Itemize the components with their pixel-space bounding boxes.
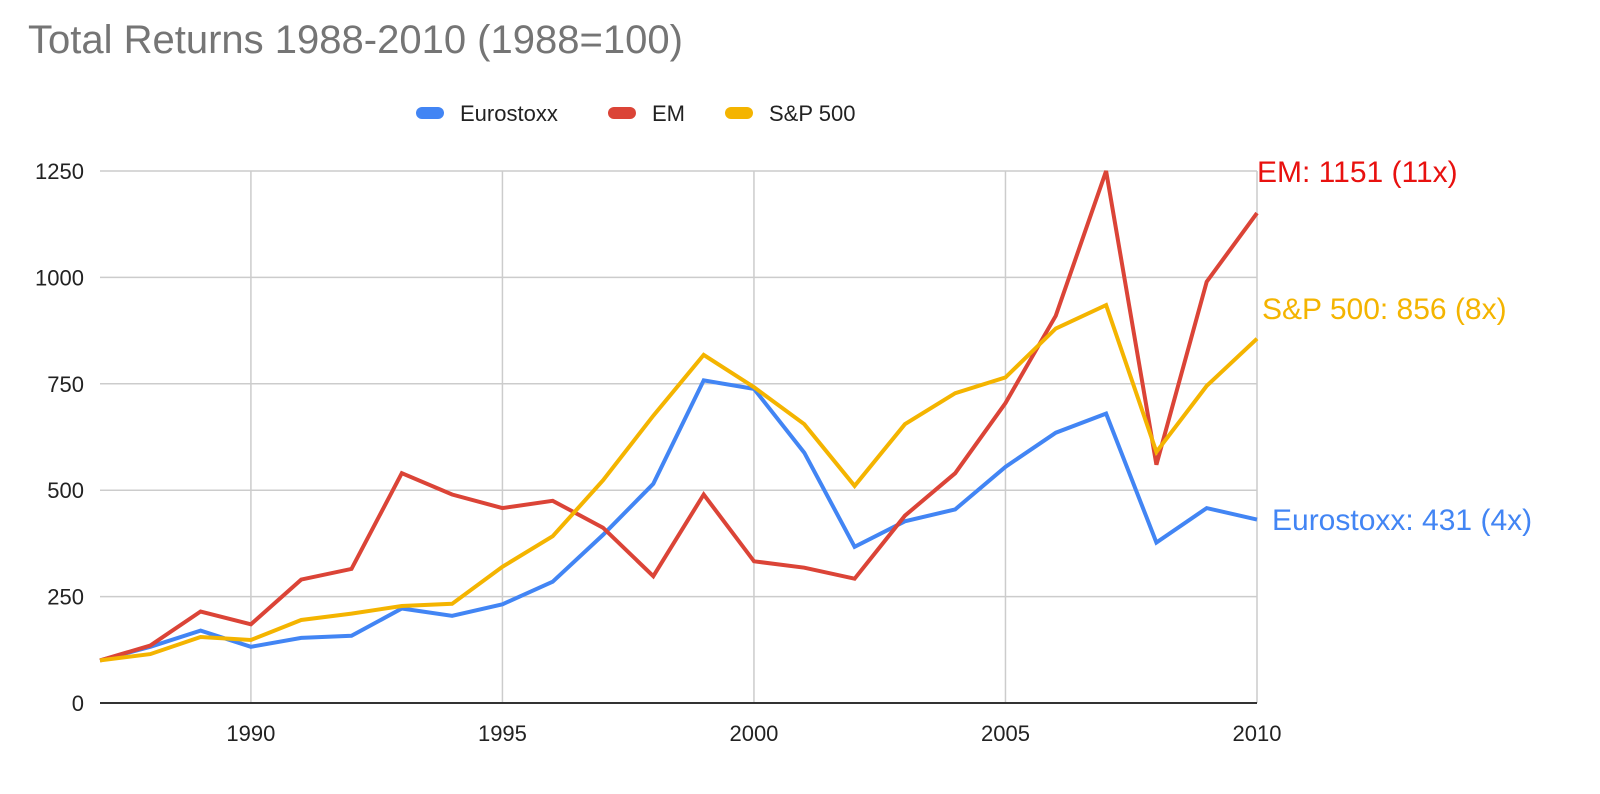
data-point-em bbox=[551, 499, 555, 503]
legend-swatch-em bbox=[608, 107, 636, 119]
end-label-eurostoxx: Eurostoxx: 431 (4x) bbox=[1272, 504, 1532, 537]
data-point-s-p-500 bbox=[299, 618, 303, 622]
legend-label-s-p-500: S&P 500 bbox=[769, 101, 855, 126]
data-point-eurostoxx bbox=[500, 602, 504, 606]
data-point-s-p-500 bbox=[450, 602, 454, 606]
data-point-s-p-500 bbox=[98, 658, 102, 662]
data-point-em bbox=[1054, 314, 1058, 318]
data-point-s-p-500 bbox=[551, 534, 555, 538]
data-point-eurostoxx bbox=[299, 636, 303, 640]
data-point-s-p-500 bbox=[1205, 384, 1209, 388]
x-tick-label: 1990 bbox=[226, 721, 275, 746]
data-point-eurostoxx bbox=[450, 614, 454, 618]
legend: Eurostoxx EM S&P 500 bbox=[416, 101, 855, 126]
data-point-s-p-500 bbox=[249, 638, 253, 642]
gridlines bbox=[100, 170, 1258, 703]
data-point-eurostoxx bbox=[1003, 465, 1007, 469]
data-point-em bbox=[601, 526, 605, 530]
data-point-eurostoxx bbox=[953, 507, 957, 511]
data-point-s-p-500 bbox=[1255, 337, 1259, 341]
data-point-eurostoxx bbox=[1154, 541, 1158, 545]
legend-swatch-eurostoxx bbox=[416, 107, 444, 119]
data-point-em bbox=[752, 559, 756, 563]
data-point-em bbox=[1205, 280, 1209, 284]
data-point-em bbox=[651, 574, 655, 578]
data-point-eurostoxx bbox=[1104, 412, 1108, 416]
data-point-s-p-500 bbox=[1003, 375, 1007, 379]
data-point-em bbox=[853, 577, 857, 581]
y-tick-label: 1000 bbox=[35, 265, 84, 290]
series-lines bbox=[98, 169, 1259, 663]
data-point-em bbox=[1255, 211, 1259, 215]
data-point-em bbox=[1104, 169, 1108, 173]
data-point-em bbox=[249, 622, 253, 626]
data-point-em bbox=[350, 567, 354, 571]
data-point-s-p-500 bbox=[148, 652, 152, 656]
y-tick-label: 0 bbox=[72, 691, 84, 716]
end-label-s-p-500: S&P 500: 856 (8x) bbox=[1262, 293, 1507, 326]
data-point-eurostoxx bbox=[1205, 506, 1209, 510]
data-point-em bbox=[1003, 401, 1007, 405]
y-tick-label: 1250 bbox=[35, 159, 84, 184]
data-point-eurostoxx bbox=[853, 545, 857, 549]
data-point-s-p-500 bbox=[702, 353, 706, 357]
legend-swatch-s-p-500 bbox=[725, 107, 753, 119]
x-tick-label: 2010 bbox=[1233, 721, 1282, 746]
data-point-em bbox=[500, 506, 504, 510]
data-point-s-p-500 bbox=[350, 612, 354, 616]
data-point-s-p-500 bbox=[1054, 326, 1058, 330]
data-point-em bbox=[1154, 463, 1158, 467]
data-point-s-p-500 bbox=[1154, 450, 1158, 454]
data-point-s-p-500 bbox=[601, 478, 605, 482]
data-point-s-p-500 bbox=[199, 635, 203, 639]
end-labels: Eurostoxx: 431 (4x) EM: 1151 (11x) S&P 500… bbox=[1257, 156, 1532, 537]
y-tick-label: 250 bbox=[47, 585, 84, 610]
x-tick-label: 2000 bbox=[729, 721, 778, 746]
data-point-eurostoxx bbox=[350, 634, 354, 638]
data-point-eurostoxx bbox=[601, 533, 605, 537]
legend-label-eurostoxx: Eurostoxx bbox=[460, 101, 558, 126]
data-point-s-p-500 bbox=[500, 565, 504, 569]
series-line-em bbox=[99, 170, 1259, 663]
data-point-eurostoxx bbox=[651, 482, 655, 486]
data-point-em bbox=[450, 492, 454, 496]
data-point-em bbox=[702, 492, 706, 496]
data-point-em bbox=[148, 644, 152, 648]
data-point-eurostoxx bbox=[1255, 518, 1259, 522]
data-point-s-p-500 bbox=[853, 484, 857, 488]
x-tick-label: 2005 bbox=[981, 721, 1030, 746]
data-point-em bbox=[299, 578, 303, 582]
data-point-eurostoxx bbox=[551, 580, 555, 584]
data-point-s-p-500 bbox=[752, 385, 756, 389]
data-point-em bbox=[903, 514, 907, 518]
chart-title: Total Returns 1988-2010 (1988=100) bbox=[28, 18, 683, 62]
data-point-s-p-500 bbox=[953, 391, 957, 395]
data-point-eurostoxx bbox=[802, 451, 806, 455]
y-tick-label: 750 bbox=[47, 372, 84, 397]
end-label-em: EM: 1151 (11x) bbox=[1257, 156, 1458, 189]
data-point-s-p-500 bbox=[802, 422, 806, 426]
data-point-em bbox=[953, 471, 957, 475]
data-point-em bbox=[802, 566, 806, 570]
series-line-s-p-500 bbox=[99, 302, 1259, 663]
x-tick-label: 1995 bbox=[478, 721, 527, 746]
y-tick-label: 500 bbox=[47, 478, 84, 503]
data-point-s-p-500 bbox=[903, 422, 907, 426]
axes: 0 250 500 750 1000 1250 1990 1995 2000 2005 2010 bbox=[35, 159, 1281, 746]
data-point-eurostoxx bbox=[702, 378, 706, 382]
data-point-s-p-500 bbox=[1104, 303, 1108, 307]
data-point-em bbox=[400, 471, 404, 475]
legend-label-em: EM bbox=[652, 101, 685, 126]
data-point-eurostoxx bbox=[199, 629, 203, 633]
data-point-em bbox=[199, 609, 203, 613]
data-point-s-p-500 bbox=[400, 604, 404, 608]
series-line-eurostoxx bbox=[99, 378, 1258, 663]
data-point-eurostoxx bbox=[249, 645, 253, 649]
data-point-eurostoxx bbox=[1054, 431, 1058, 435]
data-point-s-p-500 bbox=[651, 414, 655, 418]
